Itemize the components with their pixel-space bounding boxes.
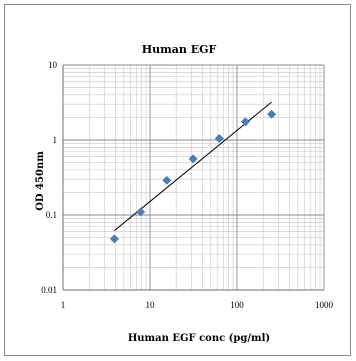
- x-tick-label: 1000: [315, 300, 334, 310]
- tick-label-layer: 1 10 100 1000 0.01 0.1 1 10: [41, 60, 333, 310]
- axis-layer: [62, 65, 324, 291]
- chart-svg: Human EGF 1 10 100 1000 0.01 0.1 1 10 Human EGF…: [35, 43, 334, 344]
- y-tick-label: 10: [48, 60, 58, 70]
- data-point: [267, 109, 277, 119]
- x-tick-label: 100: [230, 300, 244, 310]
- data-point: [188, 154, 198, 164]
- y-tick-label: 0.01: [41, 285, 57, 295]
- data-point: [214, 133, 224, 143]
- point-layer: [109, 109, 277, 244]
- y-axis-label: OD 450nm: [35, 151, 46, 211]
- chart-title: Human EGF: [142, 43, 217, 56]
- data-point: [162, 175, 172, 185]
- x-tick-label: 10: [146, 300, 156, 310]
- y-tick-label: 1: [53, 135, 58, 145]
- data-point: [136, 207, 146, 217]
- y-tick-label: 0.1: [46, 210, 57, 220]
- x-tick-label: 1: [61, 300, 66, 310]
- chart-frame: Human EGF 1 10 100 1000 0.01 0.1 1 10 Human EGF…: [4, 4, 351, 356]
- x-axis-label: Human EGF conc (pg/ml): [128, 333, 270, 344]
- grid-layer: [62, 64, 325, 291]
- data-point: [109, 234, 119, 244]
- data-point: [240, 117, 250, 127]
